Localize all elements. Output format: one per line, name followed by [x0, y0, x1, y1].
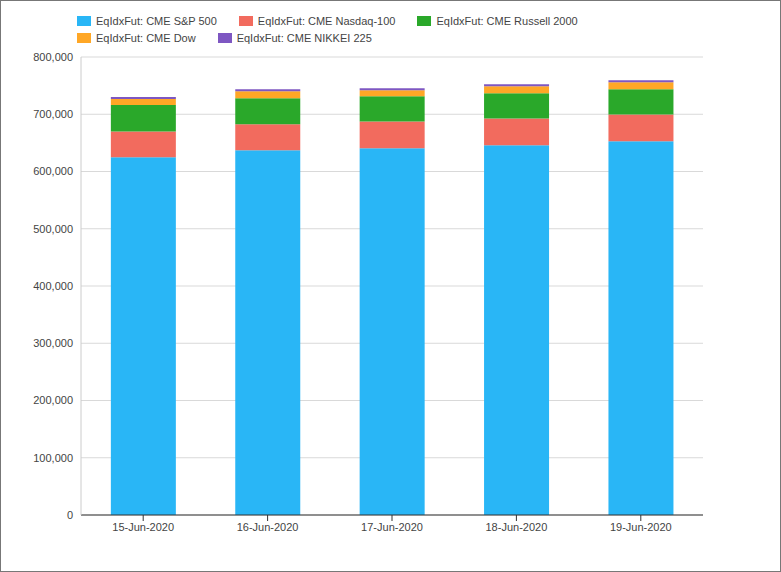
- html-text:EqIdxFut: CME Dow: EqIdxFut: CME Dow: [96, 32, 196, 44]
- svg-text:17-Jun-2020: 17-Jun-2020: [361, 521, 423, 533]
- html-text:EqIdxFut: CME NIKKEI 225: EqIdxFut: CME NIKKEI 225: [236, 32, 372, 44]
- svg-text:100,000: 100,000: [33, 452, 73, 464]
- svg-text:700,000: 700,000: [33, 108, 73, 120]
- svg-text:500,000: 500,000: [33, 223, 73, 235]
- html-text:EqIdxFut: CME Nasdaq-100: EqIdxFut: CME Nasdaq-100: [257, 15, 396, 27]
- svg-text:600,000: 600,000: [33, 165, 73, 177]
- svg-text:15-Jun-2020: 15-Jun-2020: [112, 521, 174, 533]
- svg-text:0: 0: [67, 509, 73, 521]
- svg-text:200,000: 200,000: [33, 394, 73, 406]
- svg-text:400,000: 400,000: [33, 280, 73, 292]
- svg-text:16-Jun-2020: 16-Jun-2020: [237, 521, 299, 533]
- svg-text:18-Jun-2020: 18-Jun-2020: [486, 521, 548, 533]
- html-text:EqIdxFut: CME S&P 500: EqIdxFut: CME S&P 500: [96, 15, 217, 27]
- html-text:EqIdxFut: CME Russell 2000: EqIdxFut: CME Russell 2000: [436, 15, 578, 27]
- svg-text:19-Jun-2020: 19-Jun-2020: [610, 521, 672, 533]
- svg-text:800,000: 800,000: [33, 51, 73, 63]
- svg-text:300,000: 300,000: [33, 337, 73, 349]
